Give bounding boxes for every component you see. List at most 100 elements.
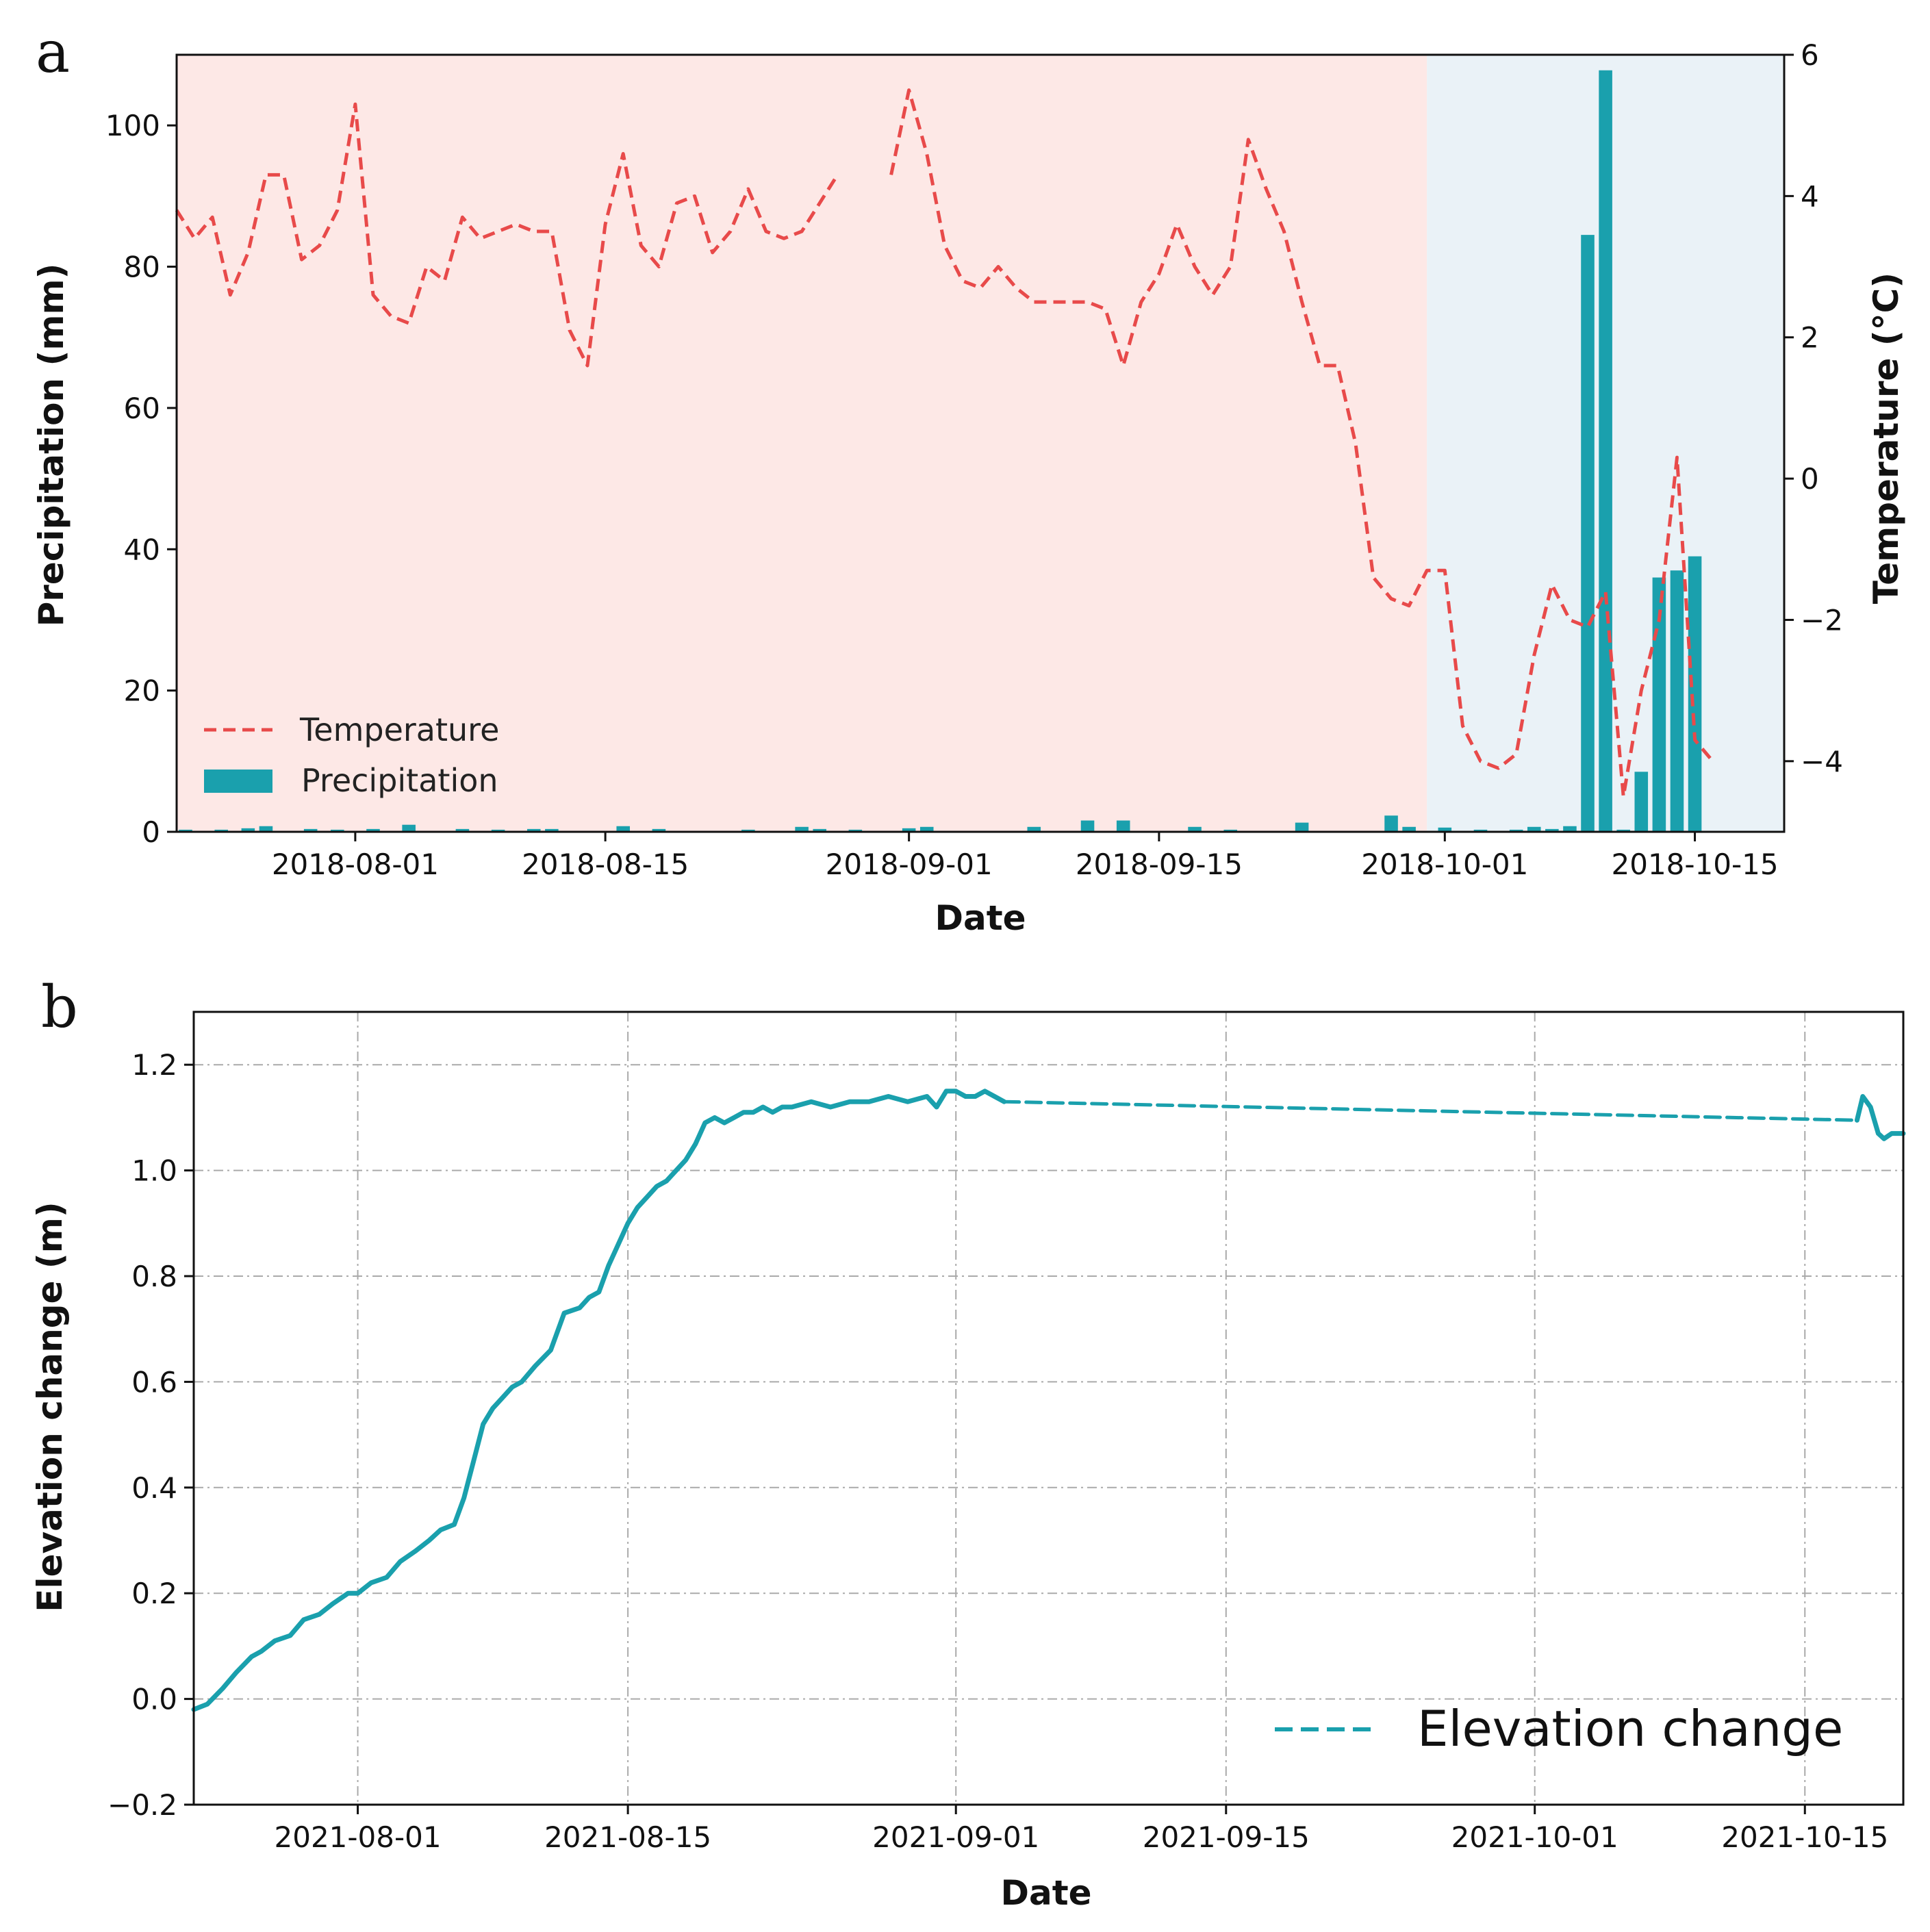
precipitation-bar: [1599, 70, 1612, 832]
precipitation-bar: [331, 829, 344, 832]
precipitation-bar: [919, 826, 934, 832]
precipitation-bar: [1509, 829, 1523, 832]
precipitation-bar: [214, 829, 229, 832]
y-tick-label: 1.2: [131, 1048, 177, 1082]
precipitation-bar: [455, 828, 470, 832]
precipitation-bar: [303, 828, 318, 832]
panel-a-left-y-axis-title: Precipitation (mm): [31, 264, 71, 627]
panel-b: b −0.20.00.20.40.60.81.01.2 2021-08-01 20…: [30, 974, 1906, 1913]
precipitation-bar: [1384, 815, 1398, 832]
y-tick-label: 0.8: [131, 1260, 177, 1293]
precipitation-bar: [402, 824, 416, 832]
precipitation-bar: [1563, 826, 1577, 832]
y-tick-label: 0.6: [131, 1365, 177, 1399]
precipitation-bar: [366, 828, 380, 832]
precipitation-bar: [179, 829, 192, 832]
temperature-series: [175, 88, 1714, 798]
elevation-change-series: [191, 1089, 1906, 1712]
panel-label-a: a: [36, 18, 70, 86]
temperature-line-segment-1: [889, 88, 1714, 798]
x-tick-label: 2018-10-01: [1361, 848, 1528, 881]
y-tick-label: −0.2: [107, 1788, 177, 1822]
right-y-tick-label: −4: [1801, 745, 1843, 778]
precipitation-bar: [1527, 826, 1541, 832]
left-y-tick-label: 80: [124, 251, 160, 284]
precipitation-bar: [1473, 829, 1488, 832]
y-tick-label: 0.4: [131, 1471, 177, 1505]
legend-precipitation-label: Precipitation: [301, 762, 498, 799]
y-tick-label: 1.0: [131, 1154, 177, 1188]
precipitation-bar: [1581, 235, 1595, 832]
panel-b-plot-frame: [192, 1011, 1905, 1806]
panel-a-plot-frame: [175, 53, 1786, 833]
elevation-line-1: [1002, 1100, 1859, 1122]
precipitation-bar: [491, 829, 505, 832]
temperature-line-segment-0: [175, 102, 839, 368]
elevation-line-0: [191, 1089, 1007, 1712]
precipitation-bar: [795, 826, 809, 832]
precipitation-bar: [848, 829, 863, 832]
precipitation-bar: [741, 829, 755, 832]
precipitation-bar: [1402, 826, 1416, 832]
precipitation-bar: [1438, 827, 1452, 832]
panel-a-x-axis-title: Date: [935, 898, 1026, 938]
x-tick-label: 2021-09-15: [1143, 1820, 1310, 1854]
panel-a-legend: Temperature Precipitation: [204, 711, 499, 799]
x-tick-label: 2021-08-01: [275, 1820, 442, 1854]
panel-b-y-ticks: −0.2 0.0 0.2 0.4 0.6 0.8 1.0 1.2: [107, 1048, 194, 1822]
precipitation-bar: [1634, 772, 1649, 832]
y-tick-label: 0.0: [131, 1683, 177, 1716]
legend-temperature-label: Temperature: [299, 711, 499, 748]
right-y-tick-label: 2: [1801, 321, 1819, 355]
x-tick-label: 2021-10-15: [1721, 1820, 1888, 1854]
right-y-tick-label: 4: [1801, 179, 1819, 213]
left-y-tick-label: 100: [105, 109, 160, 142]
right-y-tick-label: −2: [1801, 603, 1843, 637]
precipitation-bar: [259, 826, 273, 832]
x-tick-label: 2018-10-15: [1612, 848, 1779, 881]
right-y-tick-label: 0: [1801, 462, 1819, 496]
panel-b-y-axis-title: Elevation change (m): [30, 1202, 70, 1612]
precipitation-bar: [813, 828, 826, 832]
x-tick-label: 2018-08-01: [272, 848, 439, 881]
x-tick-label: 2021-09-01: [872, 1820, 1039, 1854]
panel-a-left-y-ticks: 0 20 40 60 80 100: [105, 109, 177, 849]
panel-b-grid: [194, 1012, 1903, 1805]
legend-elevation-label: Elevation change: [1417, 1700, 1843, 1757]
panel-a-right-y-axis-title: Temperature (°C): [1866, 272, 1906, 604]
precipitation-bar: [1027, 826, 1041, 832]
precipitation-bar: [526, 828, 541, 832]
x-tick-label: 2018-09-15: [1076, 848, 1243, 881]
left-y-tick-label: 60: [124, 392, 160, 425]
x-tick-label: 2018-09-01: [826, 848, 993, 881]
x-tick-label: 2021-08-15: [544, 1820, 711, 1854]
precipitation-bar: [1116, 820, 1130, 832]
precipitation-bar: [1188, 826, 1202, 832]
left-y-tick-label: 40: [124, 533, 160, 566]
panel-b-x-ticks: 2021-08-01 2021-08-15 2021-09-01 2021-09-15…: [275, 1805, 1888, 1854]
left-y-tick-label: 0: [142, 815, 160, 849]
panel-a-x-ticks: 2018-08-01 2018-08-15 2018-09-01 2018-09-15…: [272, 832, 1779, 881]
panel-b-x-axis-title: Date: [1000, 1873, 1091, 1913]
precipitation-bar: [1080, 820, 1095, 832]
precipitation-bar: [616, 826, 631, 832]
legend-precipitation-swatch: [204, 770, 272, 793]
x-tick-label: 2018-08-15: [522, 848, 689, 881]
precipitation-bar: [1670, 570, 1684, 832]
y-tick-label: 0.2: [131, 1577, 177, 1610]
precipitation-bar: [1223, 829, 1238, 832]
precipitation-bar: [241, 828, 255, 832]
shaded-region-0: [177, 55, 1427, 832]
precipitation-bar: [545, 828, 559, 832]
precipitation-bar: [1295, 822, 1309, 832]
precipitation-bar: [652, 828, 666, 832]
right-y-tick-label: 6: [1801, 38, 1819, 72]
precipitation-bar: [1688, 556, 1702, 832]
precipitation-bar: [1545, 828, 1559, 832]
left-y-tick-label: 20: [124, 674, 160, 708]
panel-label-b: b: [41, 974, 78, 1041]
precipitation-bars: [179, 70, 1702, 832]
panel-a-right-y-ticks: −4 −2 0 2 4 6: [1784, 38, 1843, 778]
